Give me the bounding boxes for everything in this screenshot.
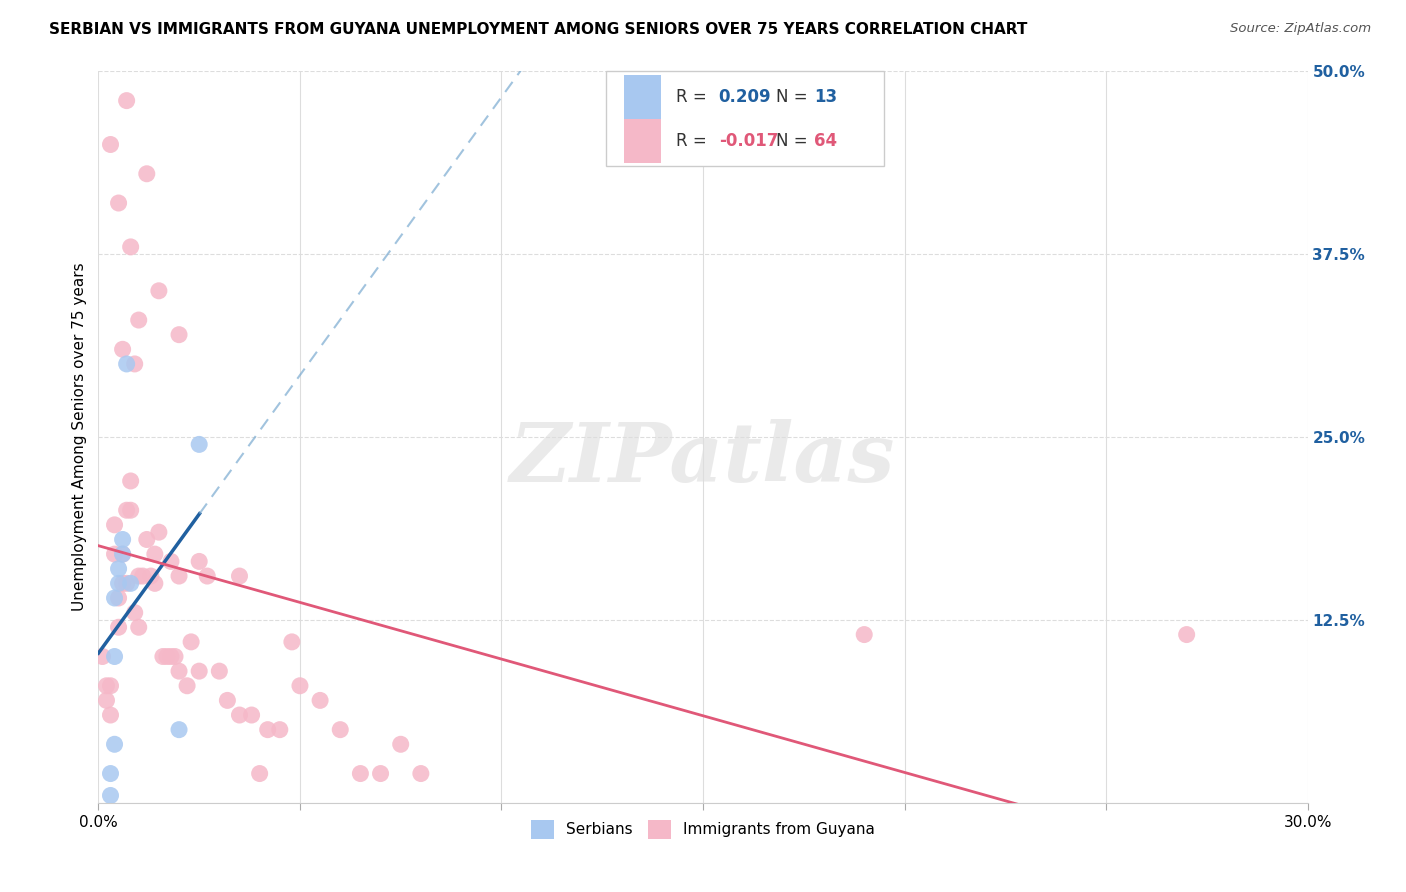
Point (103, 649, 125, 664)
Point (148, 525, 170, 540)
FancyBboxPatch shape (624, 119, 661, 162)
Point (281, 635, 304, 649)
Point (128, 313, 150, 327)
Point (115, 503, 138, 517)
Text: 0.209: 0.209 (718, 88, 772, 106)
Text: 64: 64 (814, 132, 838, 150)
Point (103, 737, 125, 751)
Text: N =: N = (776, 132, 813, 150)
Point (128, 569, 150, 583)
Point (160, 649, 183, 664)
Legend: Serbians, Immigrants from Guyana: Serbians, Immigrants from Guyana (523, 813, 883, 847)
Point (143, 576, 166, 591)
Point (228, 569, 250, 583)
Point (115, 94, 138, 108)
Point (228, 708, 250, 723)
Point (240, 708, 263, 723)
Point (1175, 627, 1198, 641)
Text: SERBIAN VS IMMIGRANTS FROM GUYANA UNEMPLOYMENT AMONG SENIORS OVER 75 YEARS CORRE: SERBIAN VS IMMIGRANTS FROM GUYANA UNEMPL… (49, 22, 1028, 37)
Point (100, 766, 122, 780)
Point (100, 137, 122, 152)
Point (180, 635, 202, 649)
Point (160, 554, 183, 568)
Point (389, 737, 412, 751)
Point (167, 723, 190, 737)
Text: R =: R = (676, 132, 713, 150)
Point (103, 517, 125, 532)
Text: ZIPatlas: ZIPatlas (510, 419, 896, 499)
Point (107, 576, 129, 591)
Point (208, 664, 231, 678)
Point (370, 766, 392, 780)
Point (111, 547, 134, 561)
Point (139, 569, 162, 583)
Point (176, 679, 198, 693)
Point (195, 569, 218, 583)
Point (124, 606, 146, 620)
Point (107, 620, 129, 634)
Point (249, 766, 271, 780)
Text: 13: 13 (814, 88, 838, 106)
Point (103, 591, 125, 605)
Point (111, 547, 134, 561)
Point (167, 327, 190, 342)
Text: -0.017: -0.017 (718, 132, 778, 150)
Point (124, 357, 146, 371)
Text: R =: R = (676, 88, 713, 106)
Point (188, 664, 211, 678)
Point (256, 723, 278, 737)
Point (107, 591, 129, 605)
Point (853, 627, 876, 641)
Point (120, 576, 142, 591)
Point (103, 547, 125, 561)
Point (143, 547, 166, 561)
Point (135, 533, 157, 547)
Point (188, 437, 211, 451)
Point (120, 503, 142, 517)
Point (107, 562, 129, 576)
Point (152, 649, 174, 664)
Point (115, 357, 138, 371)
Point (135, 167, 157, 181)
Point (100, 789, 122, 803)
Point (111, 576, 134, 591)
Point (96, 693, 118, 707)
Point (329, 723, 352, 737)
Point (111, 533, 134, 547)
Y-axis label: Unemployment Among Seniors over 75 years: Unemployment Among Seniors over 75 years (72, 263, 87, 611)
Point (100, 708, 122, 723)
Point (163, 649, 186, 664)
Point (128, 620, 150, 634)
Point (120, 474, 142, 488)
FancyBboxPatch shape (624, 75, 661, 119)
FancyBboxPatch shape (606, 71, 884, 167)
Point (148, 284, 170, 298)
Point (100, 679, 122, 693)
Point (120, 240, 142, 254)
Point (288, 679, 311, 693)
Point (269, 723, 291, 737)
Point (96, 679, 118, 693)
Point (156, 649, 179, 664)
Text: Source: ZipAtlas.com: Source: ZipAtlas.com (1230, 22, 1371, 36)
Point (107, 196, 129, 211)
Point (91, 649, 114, 664)
Point (167, 569, 190, 583)
Point (309, 693, 332, 707)
Point (115, 576, 138, 591)
Point (111, 343, 134, 357)
Point (132, 569, 155, 583)
Point (188, 554, 211, 568)
Point (167, 664, 190, 678)
Point (349, 766, 371, 780)
Point (217, 693, 239, 707)
Point (409, 766, 432, 780)
Text: N =: N = (776, 88, 813, 106)
